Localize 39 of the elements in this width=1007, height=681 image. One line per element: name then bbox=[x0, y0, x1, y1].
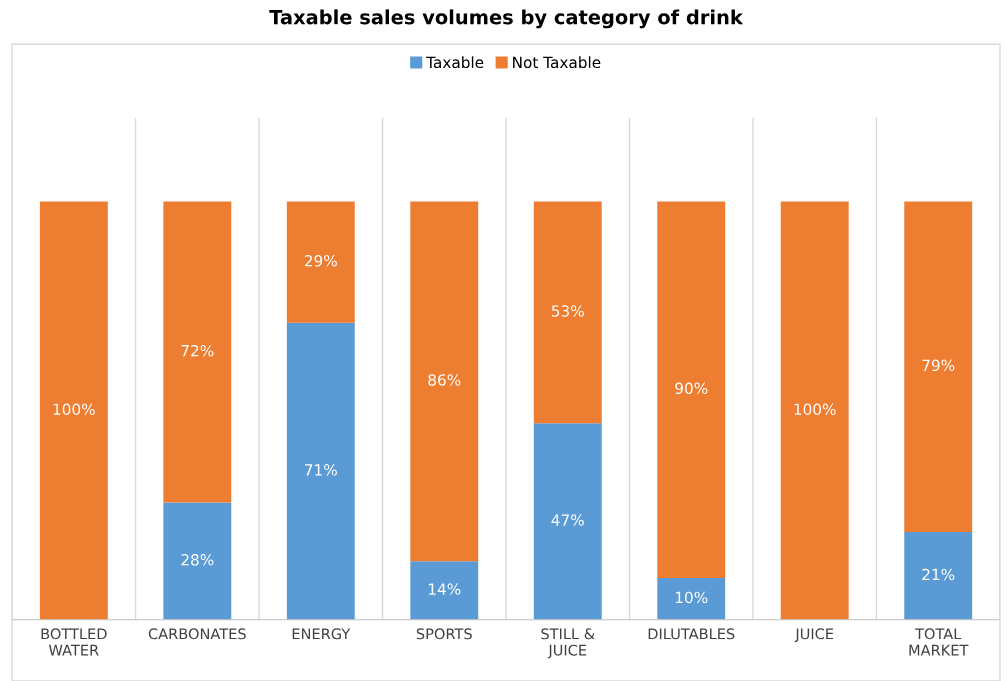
data-label: 90% bbox=[675, 382, 708, 395]
bar bbox=[780, 201, 849, 620]
data-label: 72% bbox=[181, 344, 214, 357]
legend-label: Taxable bbox=[426, 56, 484, 69]
bar bbox=[533, 201, 602, 424]
bar bbox=[533, 423, 602, 620]
bar bbox=[904, 201, 973, 532]
data-label: 71% bbox=[305, 464, 337, 476]
data-label: 14% bbox=[428, 583, 461, 595]
x-tick-label: ENERGY bbox=[292, 628, 351, 640]
legend-label: Not Taxable bbox=[513, 56, 601, 69]
data-label: 21% bbox=[922, 568, 955, 581]
x-tick-label: STILL & JUICE bbox=[541, 628, 595, 659]
bar bbox=[163, 502, 232, 620]
bar bbox=[657, 577, 726, 620]
data-label: 100% bbox=[794, 403, 836, 416]
bar bbox=[657, 201, 726, 578]
x-tick-label: CARBONATES bbox=[148, 628, 246, 640]
x-tick-label: SPORTS bbox=[416, 628, 472, 640]
data-label: 100% bbox=[53, 403, 95, 416]
data-label: 53% bbox=[551, 305, 584, 317]
data-label: 47% bbox=[551, 514, 584, 526]
data-label: 28% bbox=[181, 554, 214, 566]
data-label: 29% bbox=[304, 254, 337, 267]
x-tick-label: JUICE bbox=[794, 628, 834, 643]
x-tick-label: DILUTABLES bbox=[648, 628, 735, 640]
bar bbox=[163, 201, 232, 503]
bar bbox=[410, 201, 479, 562]
data-label: 79% bbox=[922, 359, 955, 372]
x-tick-label: TOTAL MARKET bbox=[909, 628, 969, 656]
bar bbox=[904, 531, 973, 620]
bar bbox=[410, 561, 479, 620]
bar bbox=[39, 201, 108, 620]
data-label: 10% bbox=[675, 591, 708, 604]
bar bbox=[286, 201, 355, 323]
data-label: 86% bbox=[428, 374, 461, 386]
chart-title: Taxable sales volumes by category of drink bbox=[269, 9, 744, 29]
x-tick-label: BOTTLED WATER bbox=[41, 628, 107, 656]
bar bbox=[286, 322, 355, 620]
